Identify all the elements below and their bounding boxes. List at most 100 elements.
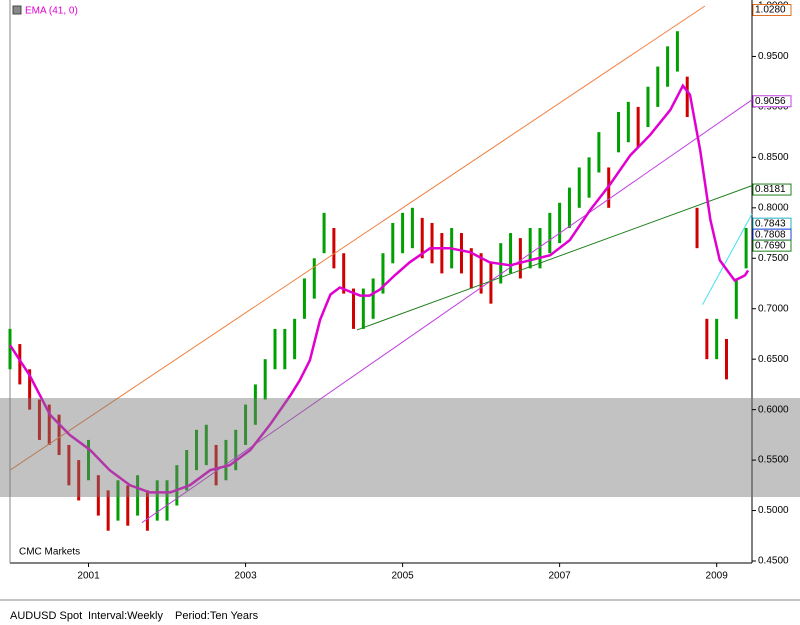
price-bar [263, 359, 267, 400]
price-bar [106, 490, 110, 531]
price-label: 0.7808 [755, 229, 786, 240]
price-bar [77, 460, 81, 501]
price-bar [185, 450, 189, 491]
price-bar [391, 222, 395, 264]
price-label: 0.7843 [755, 218, 786, 229]
y-tick-label: 0.7000 [758, 303, 789, 314]
price-bar [548, 212, 552, 254]
price-bar [224, 439, 228, 481]
price-bar [440, 233, 444, 274]
price-bar [509, 233, 513, 274]
price-bar [430, 222, 434, 264]
price-bar [597, 132, 601, 173]
price-bar [734, 278, 738, 319]
price-bar [145, 490, 149, 531]
price-label: 1.0280 [755, 5, 786, 16]
trendline [702, 213, 753, 305]
price-bar [656, 66, 660, 107]
x-tick-label: 2007 [549, 571, 572, 582]
price-label: 0.7690 [755, 240, 786, 251]
price-label-box [752, 183, 792, 196]
price-bar [67, 444, 71, 486]
x-tick-label: 2001 [77, 571, 100, 582]
price-bar [675, 31, 679, 72]
legend-entry[interactable]: EMA (41, 0) [25, 6, 78, 17]
price-bar [87, 439, 91, 481]
price-bar [37, 399, 41, 440]
price-bar [617, 111, 621, 153]
price-bar [695, 207, 699, 249]
y-tick-label: 0.5000 [758, 505, 789, 516]
price-bar [175, 465, 179, 506]
footer-period: Period:Ten Years [175, 610, 259, 622]
price-bar [116, 480, 120, 521]
y-tick-label: 0.8500 [758, 152, 789, 163]
price-bar [518, 238, 522, 279]
price-bar [136, 475, 140, 516]
price-bar [705, 318, 709, 360]
x-tick-label: 2005 [391, 571, 414, 582]
price-bar [715, 318, 719, 360]
y-tick-label: 0.5500 [758, 455, 789, 466]
trendline [9, 5, 706, 471]
shaded-band [0, 398, 800, 497]
price-bar [57, 414, 61, 456]
legend-close-icon[interactable] [12, 5, 22, 15]
x-tick-label: 2003 [234, 571, 257, 582]
price-bar [165, 480, 169, 521]
price-label: 0.9056 [755, 96, 786, 107]
price-bar [636, 106, 640, 148]
price-bar [214, 444, 218, 486]
price-bar [410, 207, 414, 249]
price-bar [685, 76, 689, 117]
price-bar [28, 369, 32, 410]
price-bar [96, 475, 100, 516]
price-bar [479, 253, 483, 294]
y-tick-label: 0.4500 [758, 556, 789, 567]
price-bar [361, 288, 365, 329]
price-bar [155, 480, 159, 521]
price-bar [194, 429, 198, 471]
price-bar [558, 202, 562, 244]
price-bar [283, 328, 287, 370]
price-bar [459, 233, 463, 274]
price-bar [420, 217, 424, 259]
price-bar [528, 228, 532, 269]
price-bar [371, 278, 375, 319]
price-bar [126, 485, 130, 526]
price-bar [253, 384, 257, 425]
price-bar [273, 328, 277, 370]
y-tick-label: 0.6000 [758, 404, 789, 415]
price-bar [234, 429, 238, 471]
price-bar [646, 86, 650, 128]
x-tick-label: 2009 [706, 571, 729, 582]
price-bar [626, 101, 630, 143]
footer-symbol: AUDUSD Spot [10, 610, 82, 622]
price-bar [469, 248, 473, 289]
price-bar [538, 228, 542, 269]
source-label: CMC Markets [19, 547, 80, 558]
footer-interval: Interval:Weekly [88, 610, 163, 622]
price-bar [342, 253, 346, 294]
plot-area [8, 5, 753, 531]
price-bar [381, 253, 385, 294]
price-bar [724, 339, 728, 380]
price-bar [244, 404, 248, 445]
price-bar [8, 328, 12, 370]
price-bar [332, 228, 336, 269]
ema-line [8, 83, 750, 494]
price-label: 0.8181 [755, 184, 786, 195]
y-tick-label: 0.6500 [758, 354, 789, 365]
price-bar [577, 167, 581, 208]
y-tick-label: 0.9500 [758, 51, 789, 62]
y-tick-label: 0.8000 [758, 202, 789, 213]
price-bar [489, 263, 493, 304]
price-bar [293, 318, 297, 360]
price-bar [666, 46, 670, 87]
price-bar [744, 228, 748, 269]
price-bar [322, 212, 326, 254]
price-bar [18, 344, 22, 385]
price-label-box [752, 95, 792, 108]
price-bar [401, 212, 405, 254]
